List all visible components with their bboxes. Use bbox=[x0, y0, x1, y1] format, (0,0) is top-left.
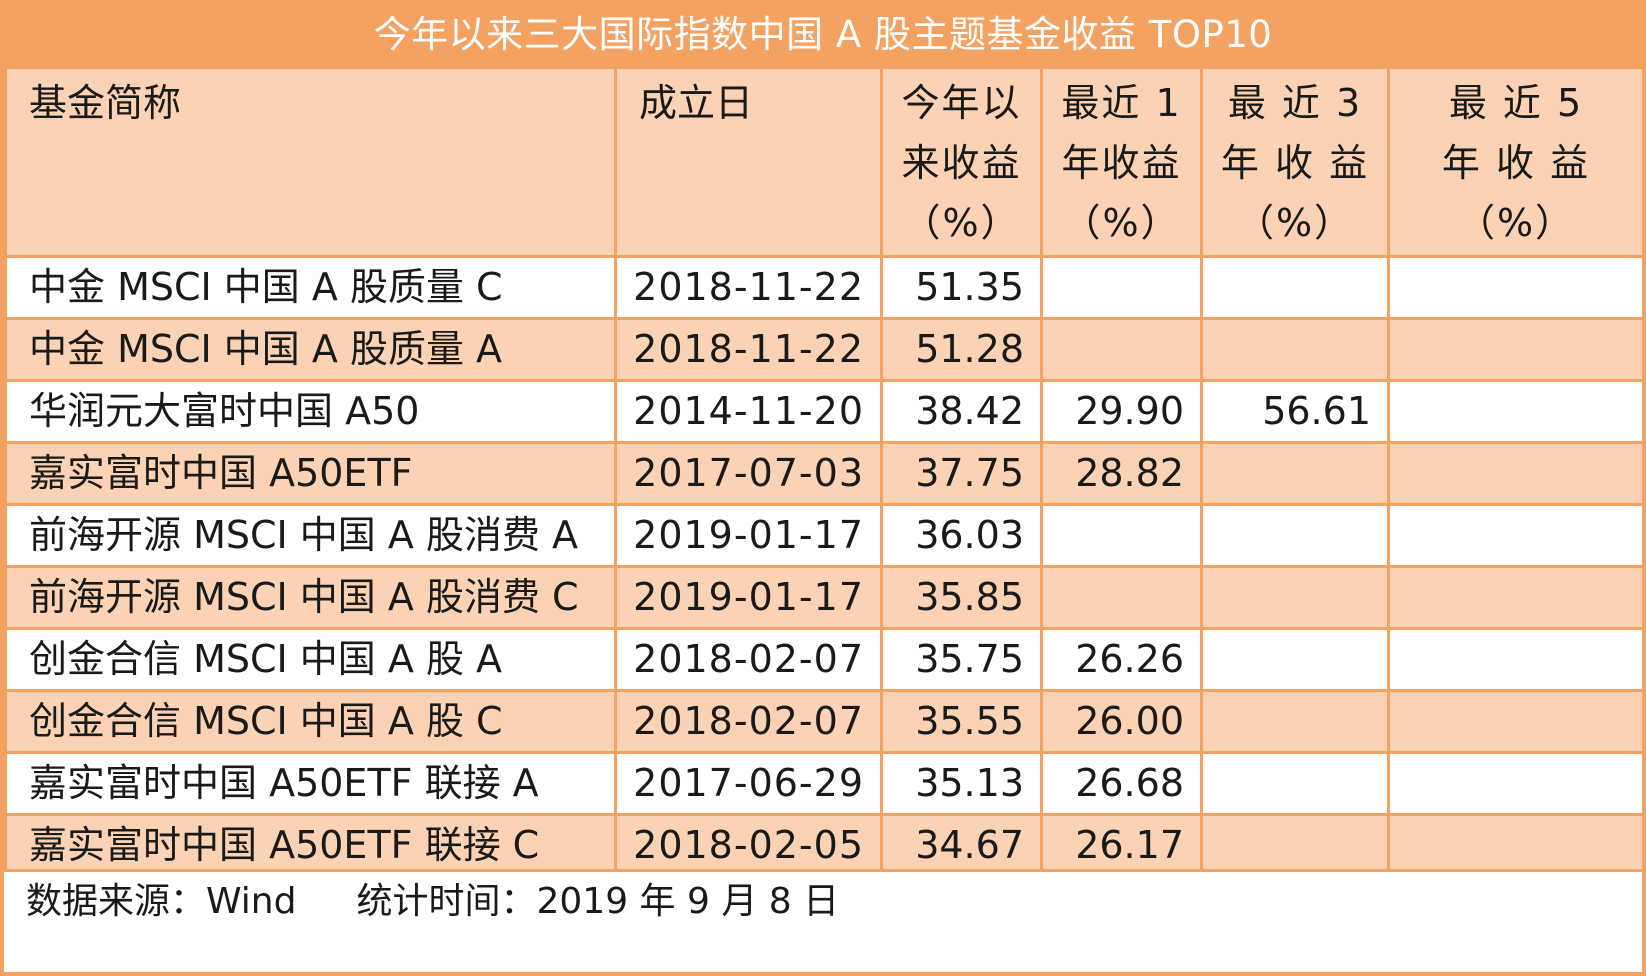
table-row: 中金 MSCI 中国 A 股质量 A 2018-11-22 51.28 bbox=[4, 317, 1645, 382]
3y-return-cell: 56.61 bbox=[1200, 379, 1390, 444]
fund-name-cell: 创金合信 MSCI 中国 A 股 C bbox=[4, 689, 617, 754]
header-ytd-line: 今年以 bbox=[901, 81, 1022, 125]
5y-return-cell bbox=[1387, 503, 1645, 568]
fund-name-cell: 华润元大富时中国 A50 bbox=[4, 379, 617, 444]
5y-return-cell bbox=[1387, 813, 1645, 878]
1y-return-cell bbox=[1040, 317, 1203, 382]
inception-date-cell: 2018-11-22 bbox=[614, 317, 883, 382]
table-row: 中金 MSCI 中国 A 股质量 C 2018-11-22 51.35 bbox=[4, 255, 1645, 320]
5y-return-cell bbox=[1387, 689, 1645, 754]
fund-name-cell: 创金合信 MSCI 中国 A 股 A bbox=[4, 627, 617, 692]
table-row: 华润元大富时中国 A50 2014-11-20 38.42 29.90 56.6… bbox=[4, 379, 1645, 444]
3y-return-cell bbox=[1200, 565, 1390, 630]
header-5y-return: 最 近 5 年 收 益 （%） bbox=[1387, 66, 1645, 258]
table-row: 嘉实富时中国 A50ETF 2017-07-03 37.75 28.82 bbox=[4, 441, 1645, 506]
ytd-return-cell: 35.75 bbox=[880, 627, 1043, 692]
fund-name-cell: 前海开源 MSCI 中国 A 股消费 A bbox=[4, 503, 617, 568]
table-row: 嘉实富时中国 A50ETF 联接 A 2017-06-29 35.13 26.6… bbox=[4, 751, 1645, 816]
ytd-return-cell: 37.75 bbox=[880, 441, 1043, 506]
inception-date-cell: 2018-02-07 bbox=[614, 689, 883, 754]
3y-return-cell bbox=[1200, 503, 1390, 568]
table-row: 前海开源 MSCI 中国 A 股消费 A 2019-01-17 36.03 bbox=[4, 503, 1645, 568]
table-row: 前海开源 MSCI 中国 A 股消费 C 2019-01-17 35.85 bbox=[4, 565, 1645, 630]
header-3y-line: 最 近 3 bbox=[1227, 81, 1363, 125]
3y-return-cell bbox=[1200, 317, 1390, 382]
1y-return-cell: 26.68 bbox=[1040, 751, 1203, 816]
fund-name-cell: 中金 MSCI 中国 A 股质量 C bbox=[4, 255, 617, 320]
ytd-return-cell: 35.13 bbox=[880, 751, 1043, 816]
header-1y-line: （%） bbox=[1062, 201, 1181, 245]
header-3y-line: （%） bbox=[1235, 201, 1355, 245]
ytd-return-cell: 51.35 bbox=[880, 255, 1043, 320]
5y-return-cell bbox=[1387, 379, 1645, 444]
header-1y-line: 年收益 bbox=[1061, 141, 1182, 185]
header-5y-line: 年 收 益 bbox=[1441, 141, 1591, 185]
1y-return-cell bbox=[1040, 503, 1203, 568]
table-row: 创金合信 MSCI 中国 A 股 A 2018-02-07 35.75 26.2… bbox=[4, 627, 1645, 692]
table-row: 嘉实富时中国 A50ETF 联接 C 2018-02-05 34.67 26.1… bbox=[4, 813, 1645, 878]
5y-return-cell bbox=[1387, 317, 1645, 382]
table-footnote: 数据来源：Wind 统计时间：2019 年 9 月 8 日 bbox=[4, 869, 1642, 929]
ytd-return-cell: 34.67 bbox=[880, 813, 1043, 878]
header-5y-line: 最 近 5 bbox=[1448, 81, 1584, 125]
fund-name-cell: 嘉实富时中国 A50ETF 联接 C bbox=[4, 813, 617, 878]
ytd-return-cell: 35.85 bbox=[880, 565, 1043, 630]
5y-return-cell bbox=[1387, 627, 1645, 692]
inception-date-cell: 2018-11-22 bbox=[614, 255, 883, 320]
fund-name-cell: 中金 MSCI 中国 A 股质量 A bbox=[4, 317, 617, 382]
header-3y-line: 年 收 益 bbox=[1220, 141, 1370, 185]
3y-return-cell bbox=[1200, 255, 1390, 320]
ytd-return-cell: 36.03 bbox=[880, 503, 1043, 568]
header-1y-line: 最近 1 bbox=[1061, 81, 1182, 125]
inception-date-cell: 2018-02-05 bbox=[614, 813, 883, 878]
1y-return-cell: 29.90 bbox=[1040, 379, 1203, 444]
header-1y-return: 最近 1 年收益 （%） bbox=[1040, 66, 1203, 258]
1y-return-cell: 28.82 bbox=[1040, 441, 1203, 506]
3y-return-cell bbox=[1200, 751, 1390, 816]
stat-time-note: 统计时间：2019 年 9 月 8 日 bbox=[356, 881, 840, 922]
3y-return-cell bbox=[1200, 627, 1390, 692]
header-inception-date: 成立日 bbox=[614, 66, 883, 258]
table-header-row: 基金简称 成立日 今年以 来收益 （%） 最近 1 年收益 （%） 最 近 3 … bbox=[4, 66, 1645, 258]
inception-date-cell: 2019-01-17 bbox=[614, 503, 883, 568]
table-title: 今年以来三大国际指数中国 A 股主题基金收益 TOP10 bbox=[4, 4, 1642, 66]
header-ytd-line: 来收益 bbox=[901, 141, 1022, 185]
1y-return-cell: 26.00 bbox=[1040, 689, 1203, 754]
fund-name-cell: 嘉实富时中国 A50ETF bbox=[4, 441, 617, 506]
inception-date-cell: 2019-01-17 bbox=[614, 565, 883, 630]
3y-return-cell bbox=[1200, 813, 1390, 878]
fund-name-cell: 嘉实富时中国 A50ETF 联接 A bbox=[4, 751, 617, 816]
5y-return-cell bbox=[1387, 751, 1645, 816]
1y-return-cell bbox=[1040, 565, 1203, 630]
header-fund-name: 基金简称 bbox=[4, 66, 617, 258]
1y-return-cell: 26.26 bbox=[1040, 627, 1203, 692]
5y-return-cell bbox=[1387, 441, 1645, 506]
inception-date-cell: 2017-06-29 bbox=[614, 751, 883, 816]
3y-return-cell bbox=[1200, 441, 1390, 506]
header-ytd-line: （%） bbox=[902, 201, 1021, 245]
inception-date-cell: 2014-11-20 bbox=[614, 379, 883, 444]
fund-name-cell: 前海开源 MSCI 中国 A 股消费 C bbox=[4, 565, 617, 630]
inception-date-cell: 2018-02-07 bbox=[614, 627, 883, 692]
3y-return-cell bbox=[1200, 689, 1390, 754]
header-ytd-return: 今年以 来收益 （%） bbox=[880, 66, 1043, 258]
data-source-note: 数据来源：Wind bbox=[26, 881, 297, 922]
1y-return-cell: 26.17 bbox=[1040, 813, 1203, 878]
5y-return-cell bbox=[1387, 565, 1645, 630]
table-row: 创金合信 MSCI 中国 A 股 C 2018-02-07 35.55 26.0… bbox=[4, 689, 1645, 754]
5y-return-cell bbox=[1387, 255, 1645, 320]
1y-return-cell bbox=[1040, 255, 1203, 320]
ytd-return-cell: 35.55 bbox=[880, 689, 1043, 754]
inception-date-cell: 2017-07-03 bbox=[614, 441, 883, 506]
ytd-return-cell: 38.42 bbox=[880, 379, 1043, 444]
fund-returns-table: 基金简称 成立日 今年以 来收益 （%） 最近 1 年收益 （%） 最 近 3 … bbox=[4, 66, 1645, 878]
header-5y-line: （%） bbox=[1456, 201, 1576, 245]
header-3y-return: 最 近 3 年 收 益 （%） bbox=[1200, 66, 1390, 258]
ytd-return-cell: 51.28 bbox=[880, 317, 1043, 382]
